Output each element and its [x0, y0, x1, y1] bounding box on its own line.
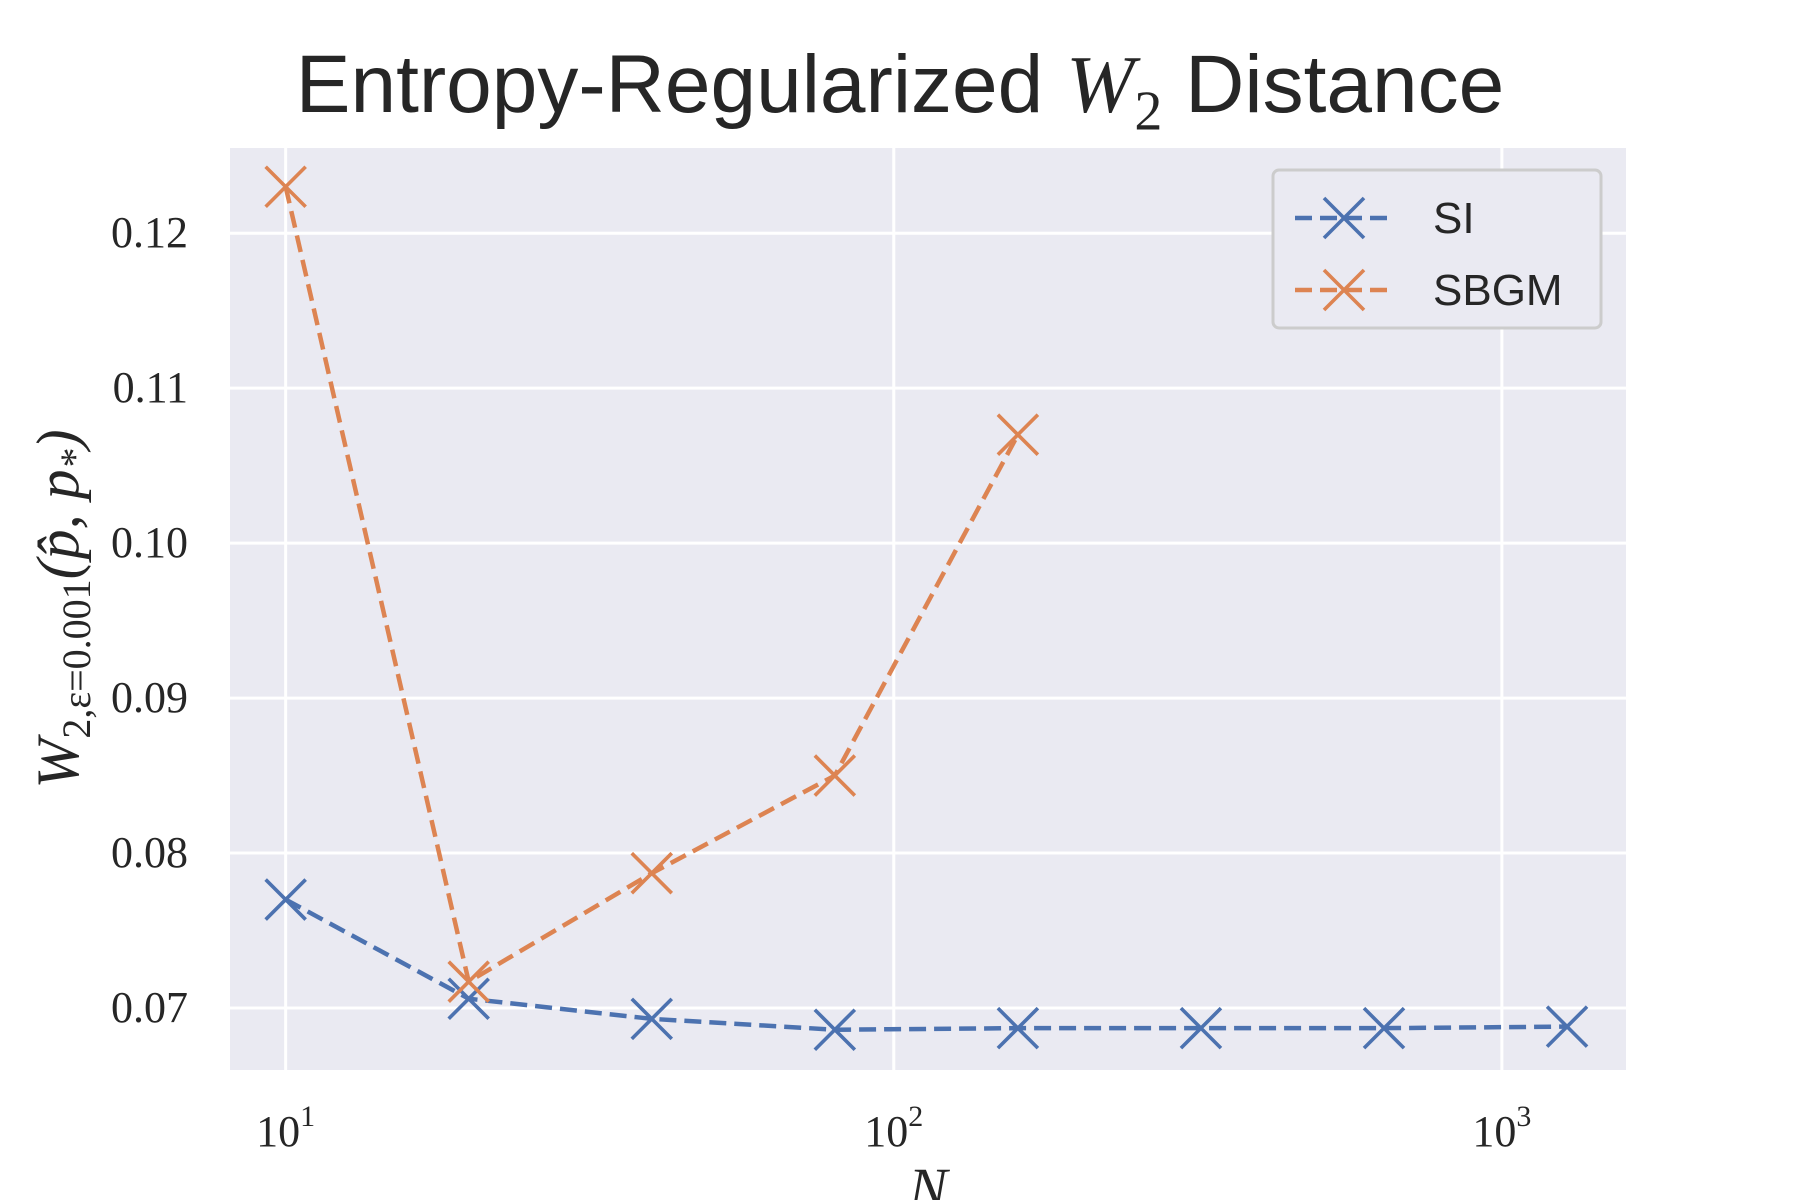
y-tick-label: 0.09 [111, 673, 188, 722]
y-tick-label: 0.07 [111, 983, 188, 1032]
data-point-si [1362, 1006, 1406, 1050]
legend-label-sbgm: SBGM [1433, 266, 1563, 315]
chart-title-math-var: W [1066, 39, 1135, 130]
legend-marker-sbgm [1322, 268, 1366, 312]
series-sbgm [264, 165, 1040, 1003]
chart-title: Entropy-Regularized W2 Distance [0, 38, 1800, 143]
y-axis-label-args-sub: * [52, 449, 97, 469]
grid-lines [230, 148, 1626, 1070]
y-tick-label: 0.11 [113, 363, 188, 412]
data-point-sbgm [996, 413, 1040, 456]
y-tick-label: 0.12 [111, 208, 188, 257]
legend-entry-sbgm: SBGM [1295, 266, 1563, 315]
y-tick-label: 0.10 [111, 518, 188, 567]
data-point-si [813, 1008, 857, 1051]
data-point-si [1179, 1006, 1223, 1050]
data-point-si [447, 977, 490, 1020]
y-axis-label-sub: 2,ε=0.001 [54, 579, 99, 738]
legend-entry-si: SI [1295, 194, 1475, 243]
legend-label-si: SI [1433, 194, 1475, 243]
chart-title-math-sub: 2 [1134, 80, 1163, 143]
series-layer [264, 165, 1589, 1051]
x-tick-label: 102 [864, 1100, 923, 1156]
chart-title-math: W2 [1066, 39, 1162, 142]
x-tick-exp: 1 [300, 1100, 315, 1133]
data-point-si [630, 997, 674, 1041]
y-axis-label-args: (p̂, p [25, 469, 91, 579]
y-tick-label: 0.08 [111, 828, 188, 877]
data-point-si [996, 1006, 1040, 1050]
x-tick-exp: 3 [1516, 1100, 1531, 1133]
data-point-sbgm [813, 754, 857, 797]
legend: SI SBGM [1271, 168, 1603, 330]
x-tick-exp: 2 [908, 1100, 923, 1133]
x-ticks: 101 102 103 [256, 1100, 1531, 1156]
y-axis-label-main: W [25, 734, 91, 789]
data-point-si [264, 878, 307, 921]
y-axis-label-close: ) [25, 429, 91, 452]
chart-title-suffix: Distance [1162, 39, 1505, 130]
x-axis-label: N [908, 1156, 951, 1200]
x-tick-base: 10 [1472, 1107, 1516, 1156]
x-tick-base: 10 [864, 1107, 908, 1156]
data-point-sbgm [630, 851, 674, 895]
data-point-sbgm [447, 960, 490, 1003]
x-tick-base: 10 [256, 1107, 300, 1156]
x-tick-label: 101 [256, 1100, 315, 1156]
x-tick-label: 103 [1472, 1100, 1531, 1156]
series-si [264, 878, 1589, 1051]
series-line-si [284, 897, 1568, 1032]
data-point-si [1545, 1005, 1589, 1048]
y-ticks: 0.07 0.08 0.09 0.10 0.11 0.12 [111, 208, 188, 1032]
legend-marker-si [1322, 196, 1366, 240]
data-point-sbgm [264, 165, 307, 209]
y-axis-label: W2,ε=0.001(p̂, p*) [25, 429, 99, 788]
chart-title-prefix: Entropy-Regularized [295, 39, 1067, 130]
